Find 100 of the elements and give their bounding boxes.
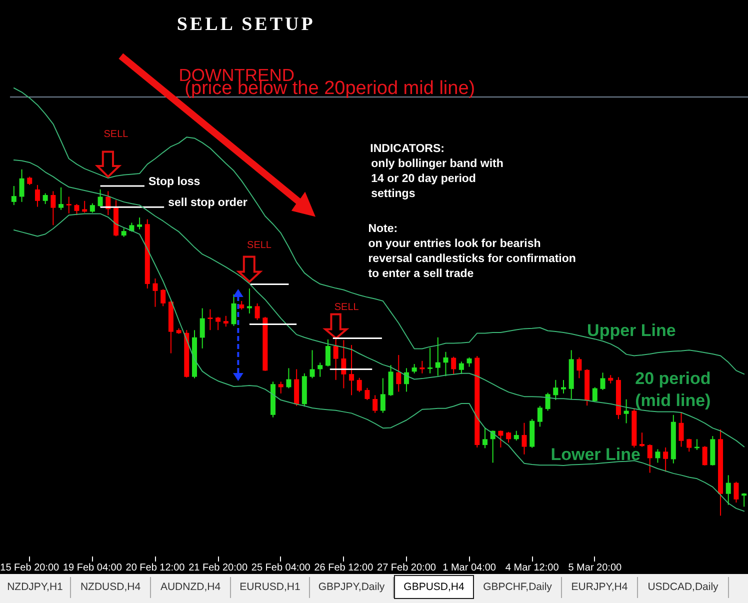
x-tick-label: 21 Feb 20:00 [188, 562, 248, 574]
annotation: 14 or 20 day period [371, 173, 476, 185]
candlestick [380, 378, 386, 414]
candlestick [137, 217, 142, 230]
candlestick [372, 394, 378, 414]
candlestick [734, 481, 739, 504]
candlestick [208, 308, 213, 331]
x-tick-label: 20 Feb 12:00 [126, 562, 186, 574]
annotation: to enter a sell trade [368, 268, 474, 280]
series-label: Lower Line [550, 445, 640, 464]
candlestick [42, 192, 48, 205]
x-tick-label: 5 Mar 20:00 [568, 562, 622, 574]
ref-line-label: Stop loss [148, 176, 200, 188]
x-tick-label: 27 Feb 20:00 [377, 562, 436, 574]
candlestick [90, 202, 95, 214]
candlestick [726, 474, 731, 506]
candlestick [325, 338, 330, 367]
candlestick [19, 168, 24, 202]
candlestick [702, 446, 708, 466]
candlestick [129, 222, 134, 232]
candlestick [58, 186, 64, 210]
candlestick [356, 377, 362, 393]
candlestick [458, 361, 464, 375]
candlestick [74, 204, 80, 216]
annotation: reversal candlesticks for confirmation [368, 253, 576, 265]
candlestick [561, 379, 566, 394]
candlestick [506, 431, 512, 444]
candlestick [333, 338, 338, 380]
candlestick [678, 412, 684, 448]
candlestick [223, 315, 228, 328]
x-tick-label: 26 Feb 12:00 [314, 562, 374, 574]
candlestick [396, 354, 402, 392]
candlestick [246, 288, 252, 314]
candlestick [514, 430, 519, 442]
candlestick [498, 430, 504, 448]
candlestick [98, 188, 103, 208]
chart-title: SELL SETUP [176, 14, 316, 35]
tab: USDCAD,Daily [638, 577, 729, 598]
tab: EURUSD,H1 [231, 577, 310, 598]
candlestick [349, 344, 354, 396]
candlestick [254, 302, 260, 321]
candlestick [341, 340, 346, 389]
candlestick [640, 432, 645, 448]
tab: NZDJPY,H1 [0, 577, 71, 598]
candlestick [388, 364, 394, 396]
x-tick-label: 19 Feb 04:00 [62, 562, 122, 574]
candlestick [278, 381, 284, 394]
tab: GBPUSD,H4 [394, 575, 474, 599]
x-tick-label: 1 Mar 04:00 [442, 562, 496, 574]
candlestick [11, 186, 16, 206]
annotation: settings [371, 188, 416, 200]
candlestick [553, 379, 558, 401]
annotation: SELL [247, 240, 272, 251]
candlestick [663, 446, 668, 472]
candlestick [443, 351, 448, 377]
candlestick [318, 362, 323, 378]
candlestick [82, 200, 88, 214]
candlestick [576, 356, 582, 379]
candlestick [364, 387, 370, 401]
candlestick [537, 405, 542, 428]
candlestick [428, 347, 433, 374]
candlestick [451, 356, 456, 375]
tab: NZDUSD,H4 [71, 577, 151, 598]
series-label: Upper Line [587, 321, 676, 340]
candlestick [655, 448, 660, 464]
candlestick [310, 350, 315, 379]
candlestick [152, 278, 158, 308]
candlestick [592, 386, 598, 402]
candlestick [435, 336, 440, 376]
x-tick-label: 4 Mar 12:00 [505, 562, 560, 574]
candlestick [286, 368, 292, 389]
candlestick [742, 492, 747, 508]
x-tick-label: 25 Feb 04:00 [251, 562, 311, 574]
candlestick [412, 364, 417, 374]
annotation: SELL [334, 302, 360, 313]
candlestick [647, 444, 652, 474]
candlestick [216, 316, 221, 331]
candlestick [66, 196, 72, 214]
candlestick [50, 190, 56, 226]
annotation: on your entries look for bearish [368, 238, 541, 250]
annotation: Note: [368, 223, 398, 235]
candlestick [624, 398, 629, 424]
candlestick [545, 392, 550, 412]
tab: AUDNZD,H4 [151, 577, 231, 598]
tab: EURJPY,H4 [562, 577, 638, 598]
candlestick [160, 288, 166, 307]
candlestick [522, 422, 527, 455]
ref-line-label: sell stop order [168, 197, 248, 210]
text: SELL [104, 129, 129, 140]
candlestick [231, 294, 236, 326]
text: INDICATORS: [370, 143, 444, 155]
tab: GBPCHF,Daily [474, 577, 562, 598]
x-tick-label: 15 Feb 20:00 [0, 562, 60, 574]
candlestick [200, 308, 205, 349]
annotation: only bollinger band with [371, 158, 504, 170]
candlestick [600, 372, 606, 390]
candlestick [482, 426, 488, 449]
candlestick [466, 356, 472, 368]
series-label: 20 period (mid line) [635, 369, 711, 410]
candlestick [686, 438, 692, 452]
